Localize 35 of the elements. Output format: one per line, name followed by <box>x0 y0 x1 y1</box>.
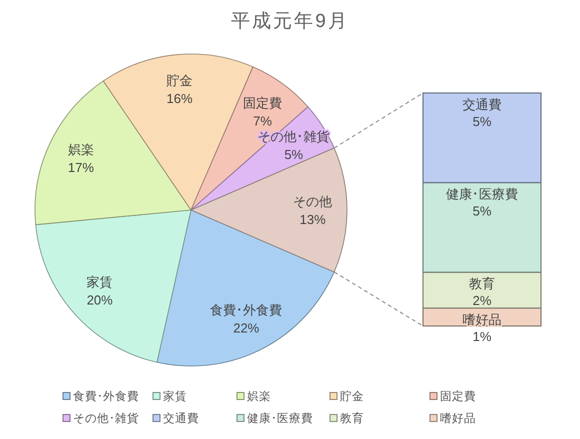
data-label: 1% <box>472 329 492 344</box>
series-label: 教育 <box>469 276 495 292</box>
legend-label: 交通費 <box>163 413 199 425</box>
data-label: 20% <box>86 292 114 308</box>
slice-label: 娯楽 <box>68 142 94 158</box>
slice-label: その他 <box>293 194 332 209</box>
data-label: 22% <box>233 320 260 336</box>
series-label: 健康･医療費 <box>446 186 518 202</box>
legend-label: 食費･外食費 <box>73 391 139 403</box>
slice-label: 食費･外食費 <box>210 302 282 318</box>
legend-label: その他･雑貨 <box>73 413 139 425</box>
data-label: 2% <box>472 293 492 308</box>
slice-label: 家賃 <box>86 274 113 290</box>
legend-label: 娯楽 <box>247 391 271 403</box>
pie-slice <box>156 210 335 366</box>
series-label: 交通費 <box>462 97 502 112</box>
data-label: 7% <box>253 114 272 129</box>
slice-label: 貯金 <box>166 72 193 88</box>
legend-label: 貯金 <box>340 391 364 403</box>
data-label: 16% <box>166 90 193 106</box>
slice-label: 固定費 <box>243 96 282 111</box>
data-label: 5% <box>284 146 304 162</box>
legend-label: 嗜好品 <box>440 413 476 425</box>
legend-label: 教育 <box>340 413 364 425</box>
legend-label: 健康･医療費 <box>247 413 313 425</box>
chart-title: 平成元年9月 <box>231 11 349 32</box>
legend-label: 家賃 <box>163 391 187 403</box>
data-label: 5% <box>472 204 492 219</box>
data-label: 17% <box>68 160 94 176</box>
pie-slice <box>35 210 192 363</box>
legend-label: 固定費 <box>440 391 476 403</box>
data-label: 5% <box>472 114 492 129</box>
series-label: 嗜好品 <box>462 312 502 328</box>
data-label: 13% <box>300 212 326 227</box>
bar <box>422 92 542 184</box>
